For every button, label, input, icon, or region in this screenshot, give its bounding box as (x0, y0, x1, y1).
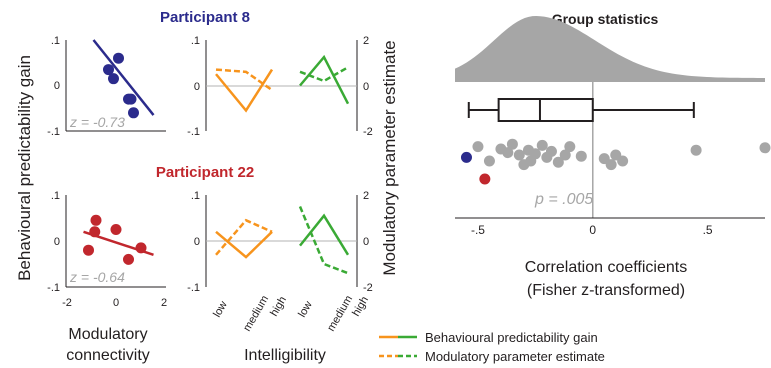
category-label: low (211, 299, 230, 319)
group-point (690, 144, 702, 156)
highlighted-point (479, 173, 491, 185)
series-line-behavioural (215, 230, 273, 259)
right-y-tick-label: 0 (363, 81, 369, 93)
box-plot (467, 98, 695, 122)
y-tick-label: 0 (194, 81, 200, 93)
data-point (128, 107, 139, 119)
group-points (460, 138, 771, 185)
participant-22-intelligibility-panel: .1 0 -.1 2 0 -2 low medium high low medi… (187, 190, 373, 334)
legend-solid-label: Behavioural predictability gain (425, 330, 598, 345)
series-line-behavioural (215, 68, 274, 113)
group-point (506, 138, 518, 150)
legend: Behavioural predictability gain Modulato… (379, 330, 605, 364)
data-point (110, 224, 122, 235)
category-label: high (268, 294, 289, 318)
data-point (103, 64, 114, 76)
participant-8-title: Participant 8 (160, 9, 250, 26)
left-ylabel: Behavioural predictability gain (15, 55, 34, 281)
group-point (552, 156, 564, 168)
participant-8-intelligibility-panel: .1 0 -.1 2 0 -2 (187, 35, 373, 138)
right-y-tick-label: 2 (363, 190, 369, 202)
x-tick-label: .5 (703, 223, 713, 237)
z-annotation: z = -0.73 (69, 114, 125, 130)
right-y-tick-label: 2 (363, 35, 369, 47)
group-point (605, 159, 617, 171)
highlighted-point (460, 151, 472, 163)
series-line-modulatory (215, 218, 273, 256)
points (83, 214, 147, 265)
right-y-tick-label: -2 (363, 282, 373, 294)
right-y-tick-label: 0 (363, 236, 369, 248)
series-line-modulatory (298, 206, 349, 275)
participant-22-scatter-panel: .1 0 -.1 -2 0 2 z = -0.64 (47, 190, 167, 309)
x-tick-label: 0 (113, 297, 119, 309)
y-tick-label: .1 (51, 190, 60, 202)
data-point (90, 214, 102, 226)
series-lines (215, 206, 350, 275)
data-point (113, 52, 124, 64)
participant-22-title: Participant 22 (156, 164, 254, 181)
y-tick-label: 0 (54, 236, 60, 248)
category-label: medium (241, 294, 271, 334)
y-tick-label: 0 (54, 80, 60, 92)
y-tick-label: -.1 (187, 282, 200, 294)
group-title: Group statistics (552, 11, 659, 27)
y-tick-label: -.1 (47, 126, 60, 138)
x-tick-label: 0 (589, 223, 596, 237)
series-line-modulatory (215, 68, 273, 92)
points (103, 52, 139, 119)
group-point (483, 155, 495, 167)
group-point (536, 139, 548, 151)
data-point (123, 253, 134, 265)
group-point (575, 150, 587, 162)
right-ylabel: Modulatory parameter estimate (380, 40, 399, 275)
right-y-tick-label: -2 (363, 126, 373, 138)
group-point (529, 148, 541, 160)
x-tick-label: 2 (161, 297, 167, 309)
y-tick-label: 0 (194, 236, 200, 248)
group-point (472, 141, 484, 153)
density-curve (455, 16, 765, 83)
group-x-label: Correlation coefficients (525, 259, 687, 276)
group-point (617, 155, 629, 167)
category-label: low (296, 299, 315, 319)
group-point (502, 147, 514, 159)
fit-line (92, 39, 155, 116)
x-tick-label: -2 (62, 297, 72, 309)
y-tick-label: .1 (191, 190, 200, 202)
group-point (564, 141, 576, 153)
data-point (89, 226, 101, 238)
data-point (135, 242, 147, 254)
data-point (83, 244, 94, 256)
group-x-label-2: (Fisher z-transformed) (527, 282, 685, 299)
series-line-behavioural (299, 213, 350, 256)
legend-dashed-label: Modulatory parameter estimate (425, 349, 605, 364)
z-annotation: z = -0.64 (69, 269, 125, 285)
y-tick-label: .1 (191, 35, 200, 47)
x-label-intelligibility: Intelligibility (244, 347, 326, 364)
group-statistics-panel: Group statistics -.5 0 .5 p = .005 Corre… (455, 11, 771, 299)
series-lines (215, 54, 350, 113)
x-label-connectivity-2: connectivity (66, 347, 150, 364)
x-label-connectivity: Modulatory (68, 326, 147, 343)
data-point (108, 73, 119, 85)
group-point (759, 142, 771, 154)
box-iqr (497, 98, 594, 122)
y-tick-label: .1 (51, 35, 60, 47)
x-tick-label: -.5 (471, 223, 485, 237)
group-point (513, 149, 525, 161)
data-point (125, 93, 137, 105)
group-point (559, 149, 571, 161)
y-tick-label: -.1 (47, 282, 60, 294)
participant-8-scatter-panel: .1 0 -.1 z = -0.73 (47, 35, 166, 138)
category-label: high (350, 294, 371, 318)
y-tick-label: -.1 (187, 126, 200, 138)
group-point (545, 145, 557, 157)
series-line-behavioural (299, 54, 350, 105)
p-annotation: p = .005 (534, 191, 593, 208)
